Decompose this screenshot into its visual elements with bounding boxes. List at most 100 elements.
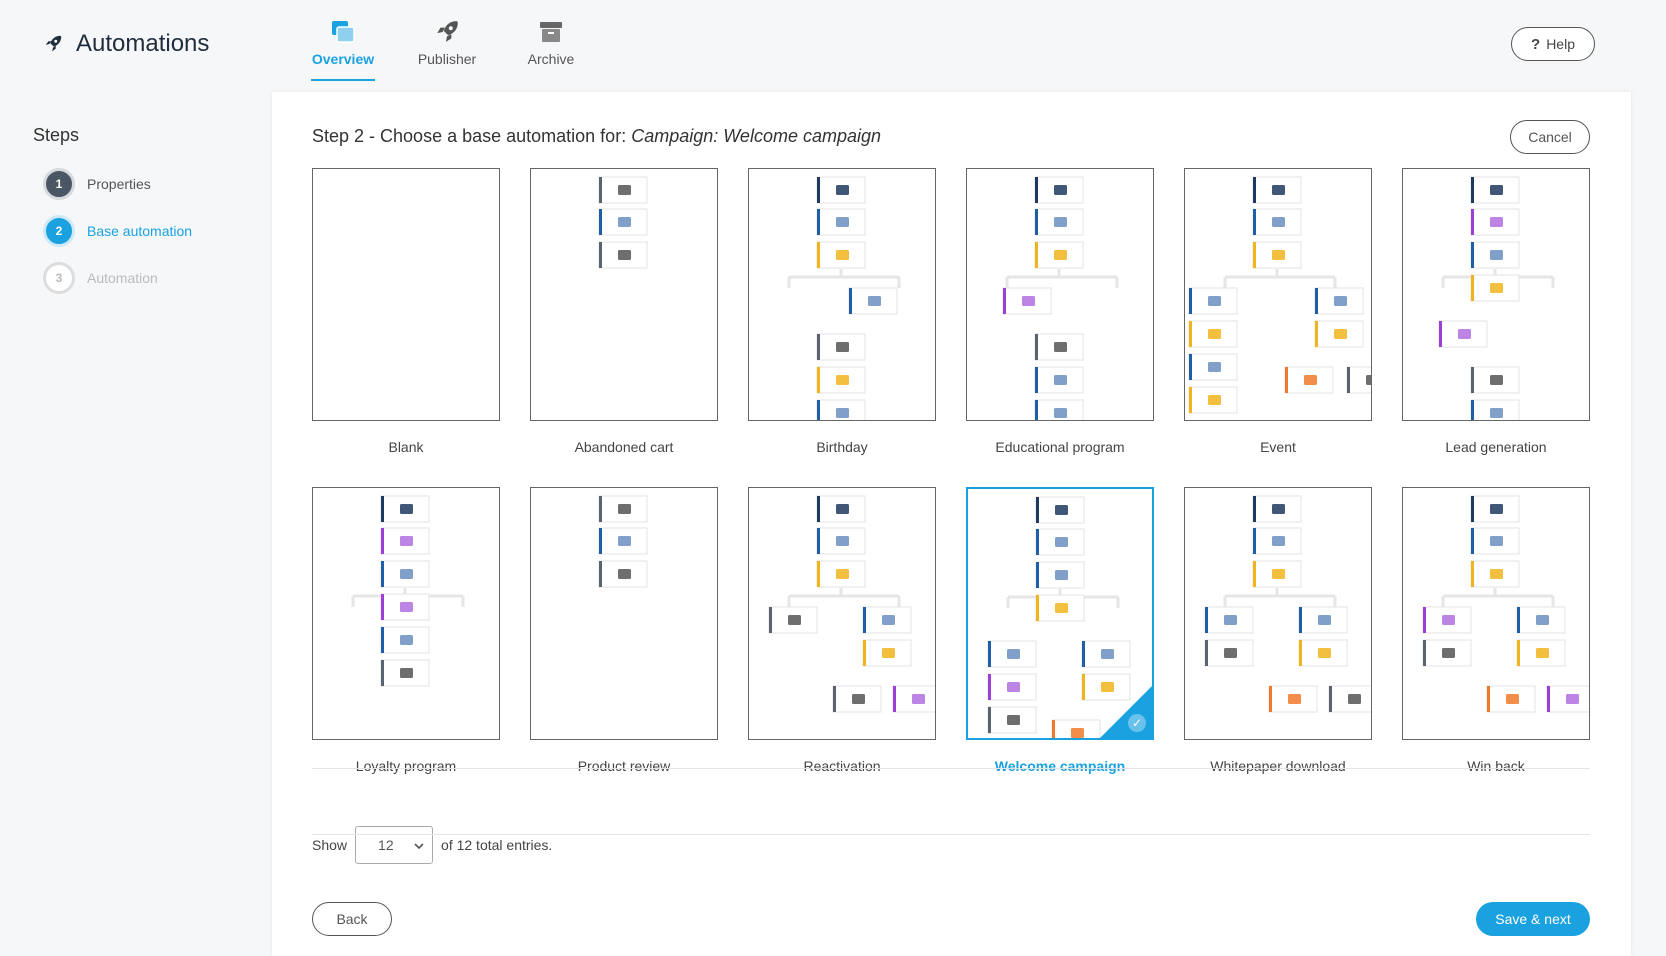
flow-node	[380, 495, 430, 523]
step-properties[interactable]: 1 Properties	[43, 168, 151, 200]
template-thumbnail[interactable]	[748, 168, 936, 421]
divider	[312, 768, 1590, 769]
flow-node	[1252, 241, 1302, 269]
overview-icon	[329, 18, 357, 46]
tab-publisher[interactable]: Publisher	[415, 18, 479, 81]
template-thumbnail[interactable]	[530, 168, 718, 421]
tab-overview[interactable]: Overview	[311, 18, 375, 81]
template-name: Event	[1260, 439, 1296, 455]
help-button[interactable]: ? Help	[1511, 27, 1595, 61]
flow-node	[1422, 606, 1472, 634]
template-card[interactable]: ✓ Welcome campaign	[966, 487, 1154, 776]
template-thumbnail[interactable]	[966, 168, 1154, 421]
flow-node	[816, 527, 866, 555]
flow-node	[1034, 208, 1084, 236]
flow-node	[1298, 606, 1348, 634]
flow-node	[1486, 685, 1536, 713]
template-card[interactable]: Abandoned cart	[530, 168, 718, 457]
flow-node	[1002, 287, 1052, 315]
checkmark-icon: ✓	[1128, 714, 1146, 732]
template-thumbnail[interactable]	[312, 168, 500, 421]
flow-node	[1188, 320, 1238, 348]
flow-node	[380, 593, 430, 621]
flow-node	[1346, 366, 1371, 394]
template-card[interactable]: Win back	[1402, 487, 1590, 776]
template-thumbnail[interactable]	[1402, 487, 1590, 740]
flow-node	[1438, 320, 1488, 348]
flow-node	[1470, 560, 1520, 588]
flow-node	[862, 606, 912, 634]
flow-node	[768, 606, 818, 634]
template-card[interactable]: Lead generation	[1402, 168, 1590, 457]
flow-node	[1314, 320, 1364, 348]
step-base-automation[interactable]: 2 Base automation	[43, 215, 192, 247]
flow-node	[862, 639, 912, 667]
flow-node	[1034, 399, 1084, 420]
template-card[interactable]: Birthday	[748, 168, 936, 457]
step-label: Properties	[87, 176, 151, 192]
flow-node	[1470, 495, 1520, 523]
flow-node	[816, 495, 866, 523]
flow-node	[1035, 561, 1085, 589]
flow-node	[1188, 353, 1238, 381]
template-name: Lead generation	[1445, 439, 1547, 455]
flow-node	[1470, 208, 1520, 236]
template-thumbnail[interactable]	[1184, 487, 1372, 740]
flow-node	[1470, 527, 1520, 555]
flow-node	[987, 640, 1037, 668]
flow-node	[1252, 527, 1302, 555]
tab-overview-label: Overview	[311, 51, 375, 67]
archive-box-icon	[537, 18, 565, 46]
flow-node	[1268, 685, 1318, 713]
template-card[interactable]: Event	[1184, 168, 1372, 457]
flow-node	[1470, 176, 1520, 204]
flow-node	[832, 685, 882, 713]
flow-node	[1422, 639, 1472, 667]
template-name: Abandoned cart	[574, 439, 674, 455]
flow-node	[1034, 333, 1084, 361]
template-thumbnail[interactable]: ✓	[966, 487, 1154, 740]
flow-node	[598, 241, 648, 269]
template-card[interactable]: Loyalty program	[312, 487, 500, 776]
template-card[interactable]: Reactivation	[748, 487, 936, 776]
flow-node	[816, 366, 866, 394]
tab-archive[interactable]: Archive	[519, 18, 583, 81]
template-thumbnail[interactable]	[312, 487, 500, 740]
cancel-button[interactable]: Cancel	[1510, 120, 1590, 154]
question-icon: ?	[1531, 35, 1541, 53]
flow-node	[1204, 639, 1254, 667]
page-size-select[interactable]: 12	[355, 826, 434, 864]
template-thumbnail[interactable]	[530, 487, 718, 740]
flow-node	[1035, 594, 1085, 622]
flow-node	[1204, 606, 1254, 634]
flow-node	[816, 399, 866, 420]
flow-node	[1035, 496, 1085, 524]
template-thumbnail[interactable]	[748, 487, 936, 740]
rocket-icon	[433, 18, 461, 46]
step-label: Automation	[87, 270, 158, 286]
template-card[interactable]: Product review	[530, 487, 718, 776]
flow-node	[1034, 241, 1084, 269]
template-thumbnail[interactable]	[1402, 168, 1590, 421]
back-button[interactable]: Back	[312, 902, 392, 936]
tab-archive-label: Archive	[527, 51, 575, 67]
template-thumbnail[interactable]	[1184, 168, 1372, 421]
divider	[312, 834, 1590, 835]
flow-node	[1516, 606, 1566, 634]
template-card[interactable]: Blank	[312, 168, 500, 457]
flow-node	[1034, 176, 1084, 204]
top-bar: Automations Overview Publisher	[0, 0, 1666, 90]
template-card[interactable]: Educational program	[966, 168, 1154, 457]
steps-sidebar: Steps 1 Properties 2 Base automation 3 A…	[0, 90, 270, 956]
step-number: 1	[43, 168, 75, 200]
flow-node	[816, 560, 866, 588]
template-card[interactable]: Whitepaper download	[1184, 487, 1372, 776]
save-next-button[interactable]: Save & next	[1476, 902, 1590, 936]
template-name: Blank	[388, 439, 424, 455]
flow-node	[1314, 287, 1364, 315]
step-automation: 3 Automation	[43, 262, 158, 294]
flow-node	[816, 208, 866, 236]
step-number: 3	[43, 262, 75, 294]
flow-node	[987, 706, 1037, 734]
flow-node	[1034, 366, 1084, 394]
